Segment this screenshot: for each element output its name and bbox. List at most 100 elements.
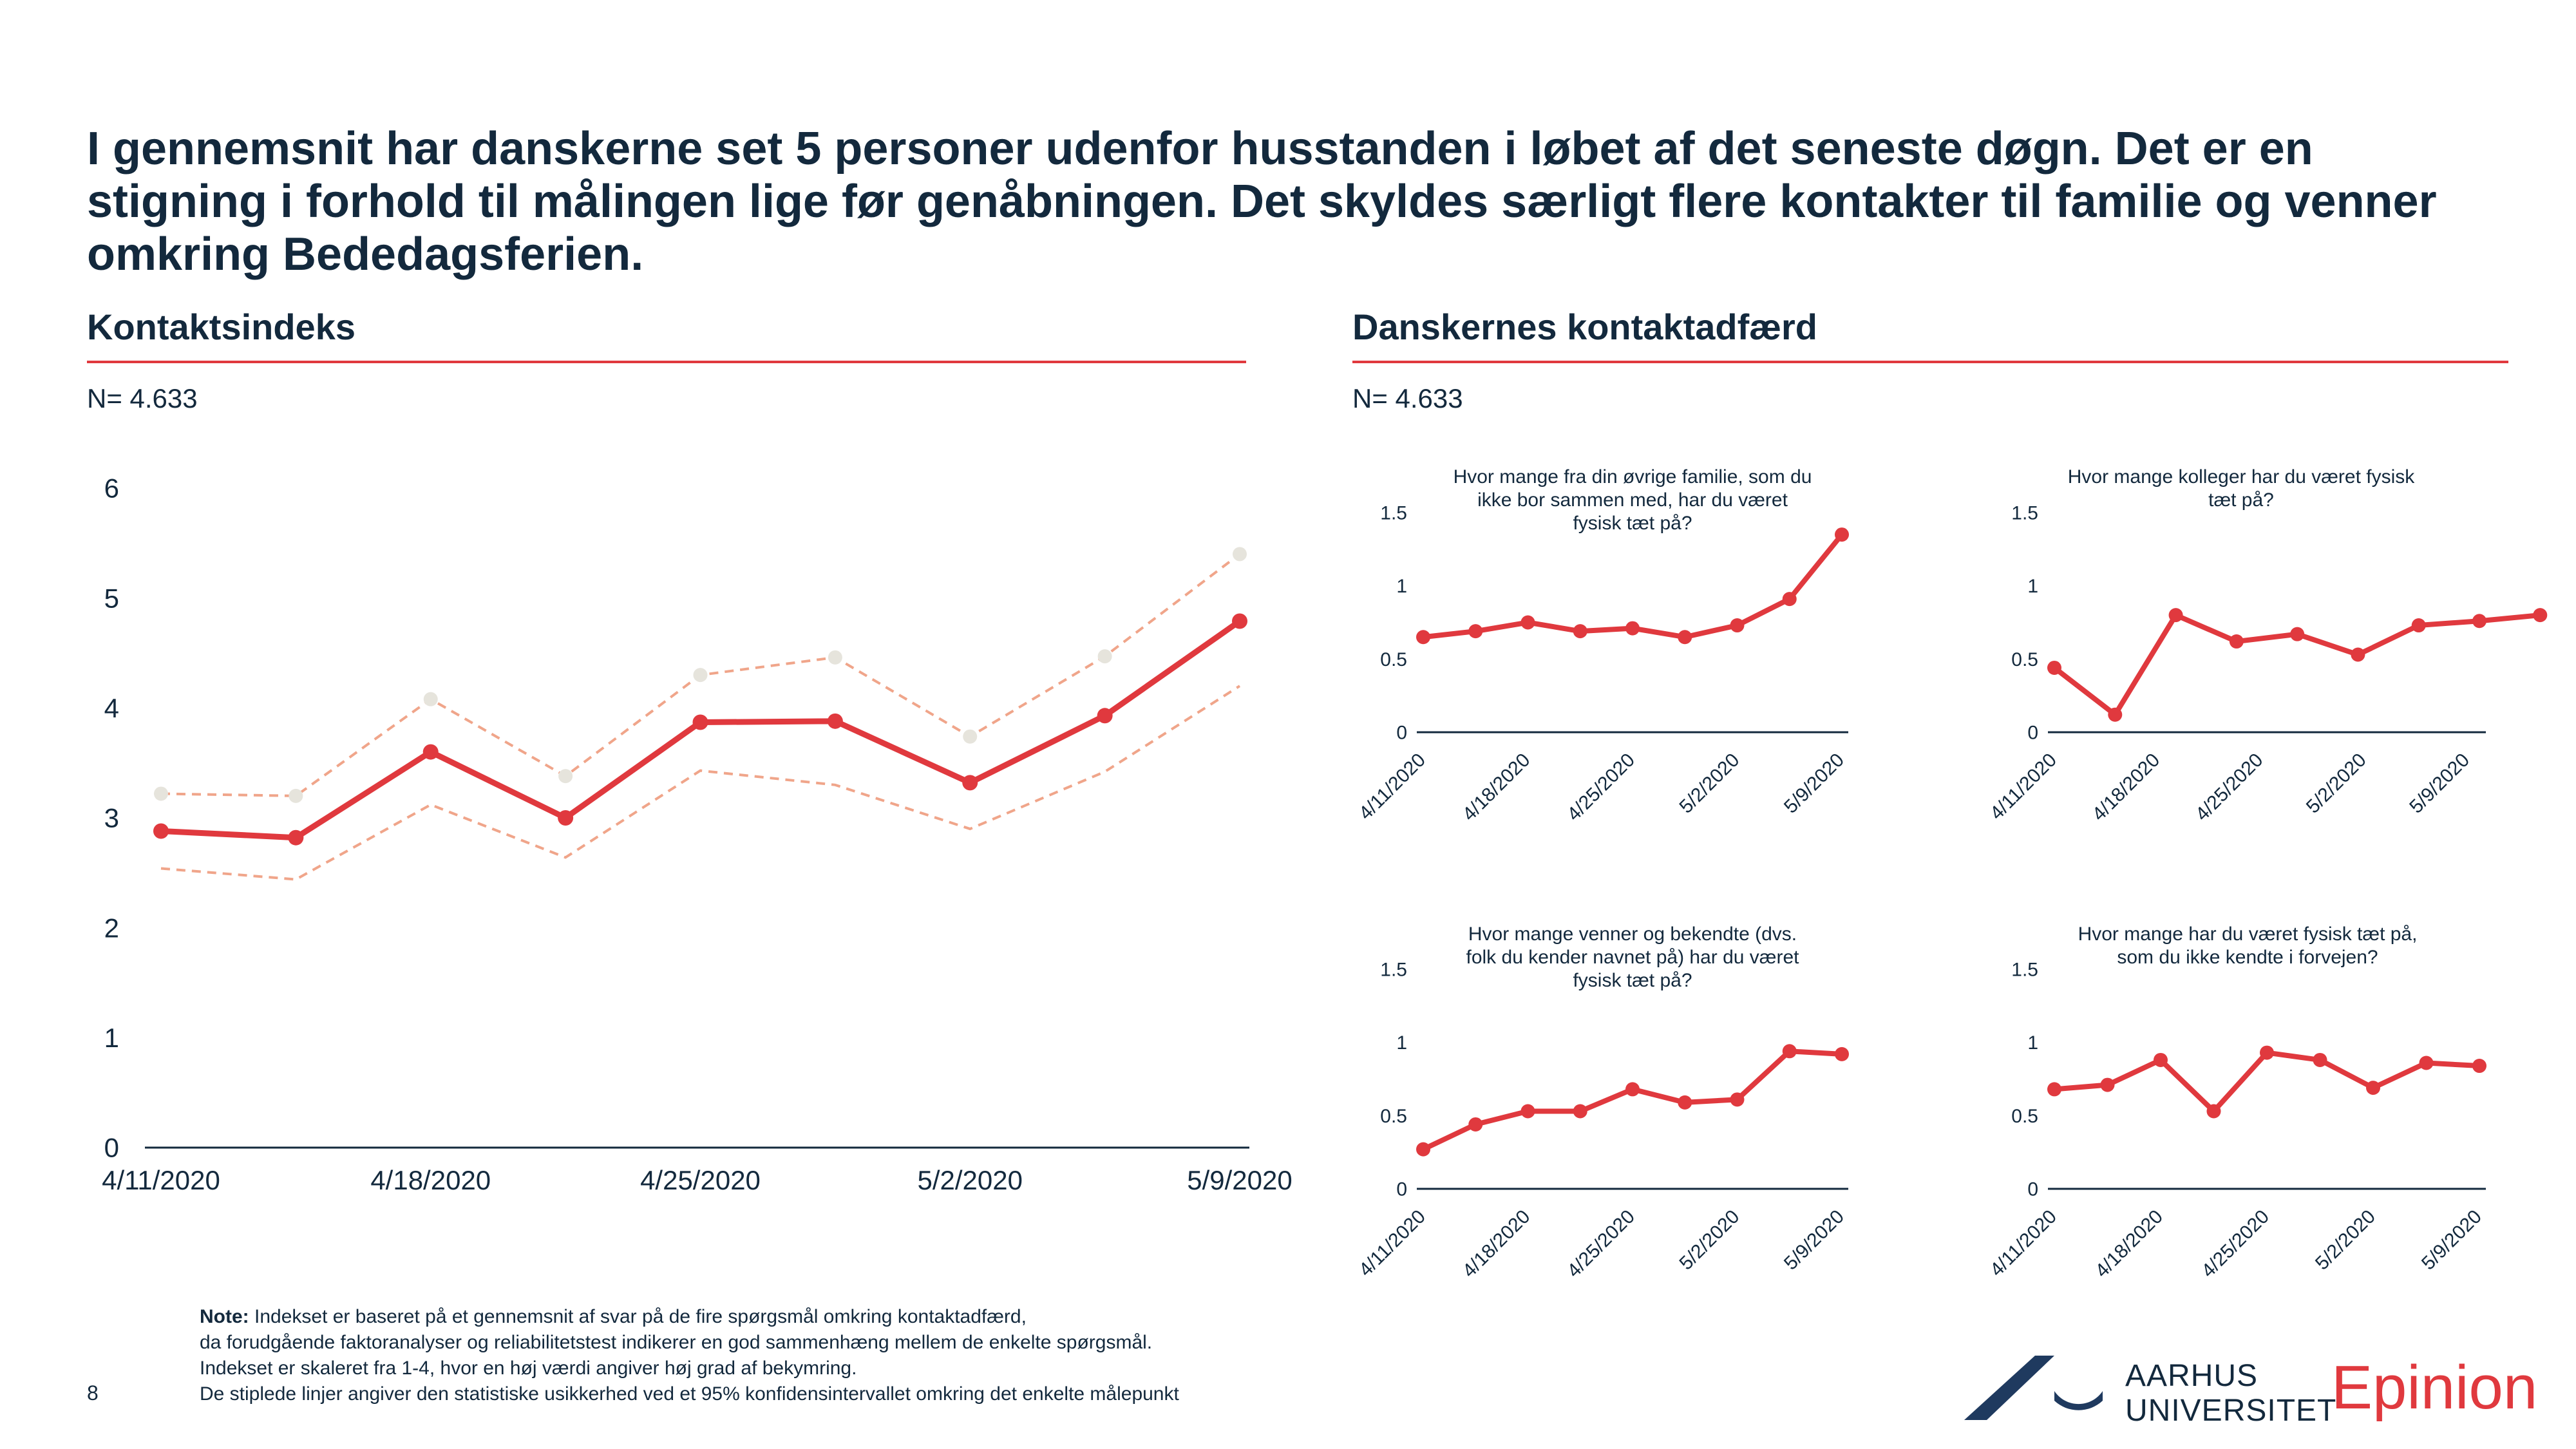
ci-upper-point [289, 788, 303, 803]
data-point [1468, 624, 1483, 639]
data-point [1678, 630, 1692, 645]
aarhus-university-logo-icon [1964, 1356, 2103, 1420]
data-point [1416, 630, 1430, 645]
y-tick-label: 0 [2027, 1179, 2038, 1200]
ci-upper-point [1233, 547, 1247, 562]
note-line-2: da forudgående faktoranalyser og reliabi… [200, 1332, 1153, 1353]
chart-title-line: Hvor mange kolleger har du været fysisk [2068, 466, 2416, 488]
epinion-logo: Epinion [2331, 1353, 2538, 1422]
ci-upper-point [154, 786, 168, 801]
footnote: Note: Indekset er baseret på et gennemsn… [200, 1304, 1179, 1407]
data-point [692, 714, 708, 730]
chart-title-line: ikke bor sammen med, har du været [1477, 489, 1788, 511]
ci-upper-point [963, 729, 978, 744]
y-tick-label: 3 [104, 803, 119, 833]
y-tick-label: 0.5 [1380, 649, 1407, 670]
note-line-3: Indekset er skaleret fra 1-4, hvor en hø… [200, 1358, 857, 1379]
right-n-label: N= 4.633 [1352, 383, 1463, 413]
data-point [422, 744, 439, 760]
data-point [1835, 1046, 1849, 1061]
data-point [2351, 647, 2365, 662]
right-section-rule [1352, 361, 2508, 363]
chart-title-line: Hvor mange venner og bekendte (dvs. [1468, 923, 1797, 945]
y-tick-label: 0.5 [2011, 1106, 2038, 1127]
data-point [1782, 592, 1797, 607]
chart-title-line: folk du kender navnet på) har du været [1466, 947, 1800, 968]
data-point [2313, 1052, 2327, 1067]
data-point [288, 829, 304, 846]
data-point [1782, 1044, 1797, 1059]
y-tick-label: 1.5 [2011, 503, 2038, 524]
page-headline: I gennemsnit har danskerne set 5 persone… [87, 123, 2437, 280]
left-n-label: N= 4.633 [87, 383, 198, 413]
ci-upper-point [693, 668, 708, 683]
data-point [2472, 614, 2486, 629]
y-tick-label: 1.5 [1380, 503, 1407, 524]
data-point [962, 775, 978, 791]
ci-upper-point [1097, 649, 1112, 664]
data-point [558, 810, 574, 826]
y-tick-label: 1 [2027, 1032, 2038, 1054]
x-tick-label: 4/25/2020 [640, 1165, 761, 1195]
data-point [1625, 621, 1640, 636]
data-point [827, 713, 843, 729]
data-point [1625, 1082, 1640, 1097]
series-line [2054, 1050, 2480, 1114]
data-point [1416, 1142, 1430, 1157]
y-tick-label: 0 [1396, 1179, 1407, 1200]
data-point [2472, 1059, 2486, 1074]
data-point [2419, 1056, 2434, 1070]
chart-title-line: tæt på? [2208, 489, 2274, 511]
note-line-4: De stiplede linjer angiver den statistis… [200, 1383, 1179, 1405]
y-tick-label: 5 [104, 583, 119, 613]
data-point [1520, 615, 1535, 630]
x-tick-label: 5/2/2020 [2311, 1206, 2380, 1274]
data-point [2533, 608, 2548, 623]
data-point [1835, 527, 1849, 542]
chart-title-line: Hvor mange har du været fysisk tæt på, [2078, 923, 2418, 945]
note-label: Note: [200, 1306, 249, 1327]
y-tick-label: 0.5 [1380, 1106, 1407, 1127]
ci-upper-point [558, 769, 573, 784]
y-tick-label: 4 [104, 693, 119, 723]
data-point [1232, 613, 1247, 629]
data-point [2108, 707, 2123, 722]
data-point [2411, 618, 2426, 633]
y-tick-label: 0 [1396, 723, 1407, 744]
data-point [2260, 1045, 2274, 1060]
left-section-title: Kontaktsindeks [87, 307, 355, 347]
data-point [1097, 708, 1113, 724]
x-tick-label: 5/9/2020 [2418, 1206, 2486, 1274]
data-point [153, 823, 169, 839]
x-tick-label: 4/11/2020 [102, 1165, 220, 1195]
y-tick-label: 1 [104, 1023, 119, 1053]
x-tick-label: 5/9/2020 [1187, 1165, 1293, 1195]
data-point [2206, 1104, 2221, 1119]
data-point [1468, 1117, 1483, 1132]
y-tick-label: 1.5 [2011, 960, 2038, 981]
y-tick-label: 1 [2027, 576, 2038, 597]
au-line-1: AARHUS [2125, 1359, 2259, 1393]
x-tick-label: 4/18/2020 [370, 1165, 491, 1195]
ci-lower-line [160, 685, 1241, 881]
chart-title-line: Hvor mange fra din øvrige familie, som d… [1454, 466, 1812, 488]
x-tick-label: 4/18/2020 [2091, 1206, 2167, 1282]
data-point [2047, 1082, 2061, 1097]
left-section-rule [87, 361, 1246, 363]
chart-title-line: fysisk tæt på? [1573, 513, 1692, 534]
y-tick-label: 1.5 [1380, 960, 1407, 981]
data-point [1573, 1104, 1587, 1119]
data-point [2290, 627, 2305, 641]
chart-title-line: fysisk tæt på? [1573, 970, 1692, 991]
data-point [2229, 634, 2244, 649]
data-point [1573, 624, 1587, 639]
y-tick-label: 2 [104, 913, 119, 943]
y-tick-label: 0.5 [2011, 649, 2038, 670]
y-tick-label: 0 [2027, 723, 2038, 744]
data-point [2047, 660, 2061, 675]
data-point [2100, 1077, 2115, 1092]
